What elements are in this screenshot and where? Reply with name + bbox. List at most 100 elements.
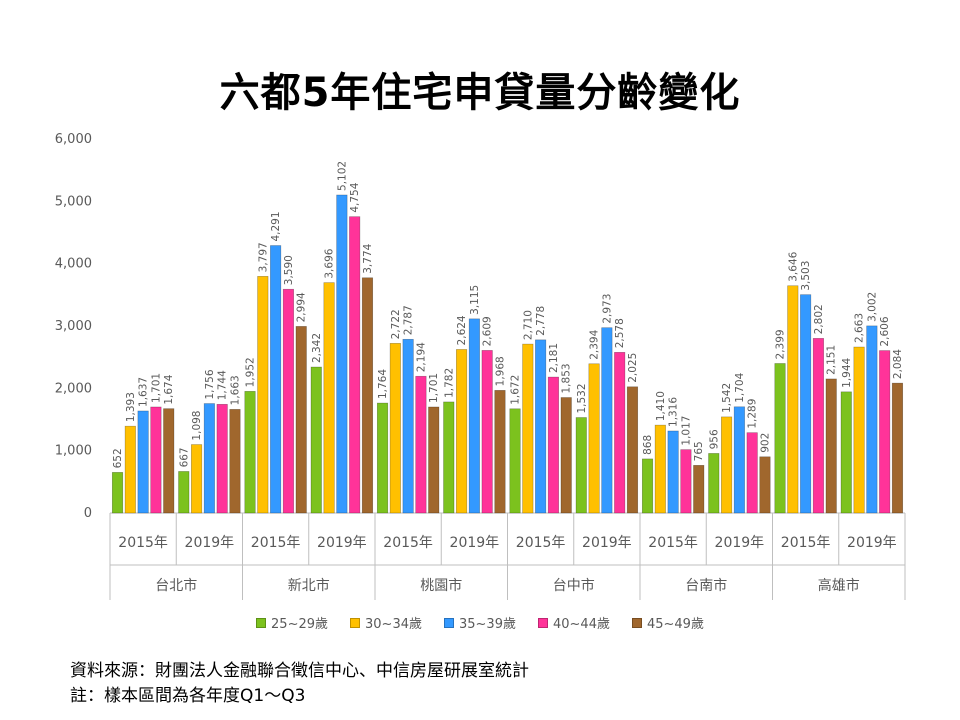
chart-title: 六都5年住宅申貸量分齡變化	[219, 70, 741, 116]
data-label: 1,532	[576, 383, 588, 413]
bar	[746, 432, 758, 514]
bar	[708, 453, 720, 514]
bar	[310, 366, 322, 514]
legend-label: 35~39歲	[459, 617, 516, 632]
data-label: 5,102	[336, 161, 348, 191]
bar-chart: 01,0002,0003,0004,0005,0006,0006521,3931…	[55, 132, 906, 600]
bar	[244, 391, 256, 514]
data-label: 1,393	[125, 392, 137, 422]
data-label: 3,696	[324, 248, 336, 278]
data-label: 2,973	[601, 294, 613, 324]
x-tick-year-label: 2019年	[715, 535, 765, 551]
data-label: 1,098	[191, 410, 203, 440]
data-label: 868	[642, 435, 654, 455]
source-note: 資料來源：財團法人金融聯合徵信中心、中信房屋研展室統計	[70, 661, 529, 681]
x-tick-city-label: 台北市	[155, 577, 197, 594]
bar	[282, 288, 294, 514]
data-label: 652	[112, 448, 124, 468]
data-label: 765	[693, 441, 705, 461]
bar	[522, 343, 534, 514]
bar	[626, 386, 639, 514]
bar	[229, 409, 241, 514]
y-tick-label: 2,000	[55, 381, 92, 396]
data-label: 1,410	[655, 391, 667, 421]
bar	[295, 326, 307, 514]
bar	[468, 318, 480, 514]
x-tick-city-label: 新北市	[288, 577, 330, 594]
footnote: 註：樣本區間為各年度Q1～Q3	[70, 686, 306, 706]
bar	[733, 406, 745, 514]
bar	[787, 285, 799, 514]
data-label: 1,316	[668, 397, 680, 427]
data-label: 1,944	[841, 357, 853, 387]
data-label: 3,646	[787, 251, 799, 281]
bar	[866, 325, 878, 514]
x-tick-year-label: 2015年	[118, 535, 168, 551]
data-label: 667	[178, 447, 190, 467]
bar	[137, 410, 149, 514]
bar	[349, 216, 361, 514]
bar	[336, 194, 348, 514]
bar	[879, 350, 891, 514]
x-tick-year-label: 2019年	[582, 535, 632, 551]
bar	[428, 406, 440, 514]
legend-label: 25~29歲	[271, 617, 329, 632]
bar	[323, 282, 335, 514]
data-label: 1,542	[721, 383, 733, 413]
bar	[257, 276, 269, 514]
data-label: 1,968	[494, 356, 506, 386]
data-label: 2,181	[548, 343, 560, 373]
bar	[509, 408, 521, 514]
bar	[853, 346, 865, 514]
legend-swatch	[444, 617, 454, 628]
legend-label: 45~49歲	[646, 617, 704, 632]
x-tick-year-label: 2019年	[317, 535, 367, 551]
bar	[376, 402, 389, 514]
bar	[774, 363, 786, 514]
bar	[389, 343, 401, 514]
data-label: 4,291	[270, 211, 282, 241]
bar	[111, 472, 124, 514]
bar	[481, 350, 493, 514]
data-label: 3,797	[257, 242, 269, 272]
legend-item: 25~29歲	[256, 613, 328, 632]
data-label: 1,952	[245, 357, 257, 387]
legend-swatch	[350, 617, 361, 628]
x-tick-city-label: 高雄市	[818, 577, 860, 594]
data-label: 1,756	[204, 369, 216, 399]
bar	[494, 390, 506, 514]
data-label: 2,025	[627, 353, 639, 383]
bar	[402, 338, 414, 514]
data-label: 1,674	[163, 374, 175, 404]
data-label: 1,017	[680, 416, 692, 446]
data-label: 2,663	[854, 313, 866, 343]
x-tick-city-label: 台南市	[685, 577, 727, 594]
data-label: 1,663	[229, 375, 241, 405]
data-label: 1,704	[734, 372, 746, 402]
bar	[654, 424, 666, 514]
data-label: 1,637	[138, 377, 150, 407]
bar	[575, 417, 587, 514]
y-tick-label: 4,000	[55, 257, 92, 272]
data-label: 1,764	[377, 369, 389, 399]
bar	[641, 458, 654, 514]
data-label: 3,503	[800, 261, 812, 291]
bar	[721, 416, 733, 514]
bar	[812, 338, 824, 514]
x-tick-year-label: 2015年	[516, 535, 566, 551]
data-label: 3,115	[469, 285, 481, 315]
data-label: 2,710	[522, 310, 534, 340]
bar	[150, 406, 162, 514]
bar	[415, 375, 427, 514]
y-tick-label: 3,000	[55, 319, 92, 334]
bar	[825, 378, 837, 514]
x-tick-year-label: 2015年	[251, 535, 301, 551]
x-tick-city-label: 台中市	[553, 577, 595, 594]
data-label: 3,774	[362, 243, 374, 273]
data-label: 956	[708, 429, 720, 449]
data-label: 2,994	[296, 292, 308, 322]
y-tick-label: 0	[84, 506, 92, 521]
data-label: 2,394	[589, 329, 601, 359]
data-label: 3,002	[866, 292, 878, 322]
legend-item: 35~39歲	[444, 613, 516, 632]
